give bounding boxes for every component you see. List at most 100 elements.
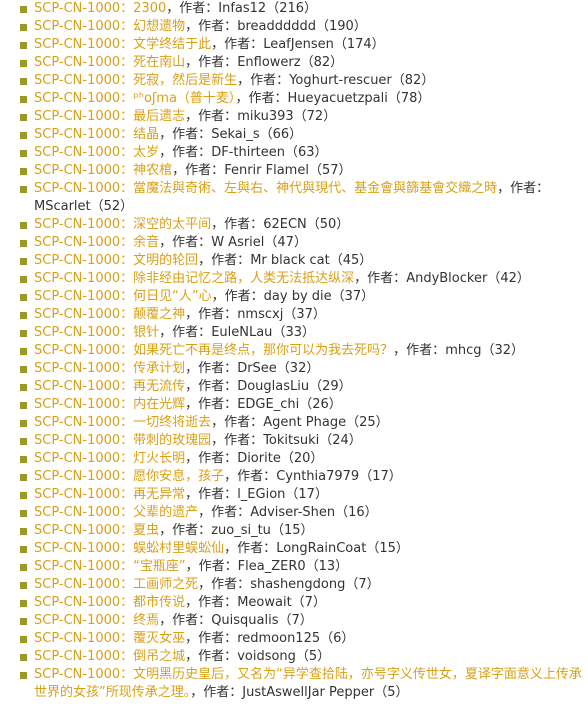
author-name: Meowait xyxy=(237,595,292,610)
author-label: ，作者： xyxy=(211,433,264,448)
article-link[interactable]: SCP-CN-1000：ᵖʰoʃma（普十麦） xyxy=(34,91,235,106)
article-link[interactable]: SCP-CN-1000：倒吊之城 xyxy=(34,649,185,664)
article-link[interactable]: SCP-CN-1000：再无流传 xyxy=(34,379,185,394)
article-link[interactable]: SCP-CN-1000：内在光辉 xyxy=(34,397,185,412)
author-name: EuleNLau xyxy=(211,325,273,340)
list-item: SCP-CN-1000：神农棺，作者：Fenrir Flamel（57） xyxy=(20,162,582,180)
article-link[interactable]: SCP-CN-1000：工画师之死 xyxy=(34,577,198,592)
article-link[interactable]: SCP-CN-1000：余音 xyxy=(34,235,159,250)
bullet-icon xyxy=(20,528,27,535)
author-name: LeafJensen xyxy=(263,37,334,52)
article-title: 如果死亡不再是终点，那你可以为我去死吗？ xyxy=(133,343,394,358)
article-link[interactable]: SCP-CN-1000：文明黑历史皇后，又名为“异学查拾陆，亦号字义传世女，夏译… xyxy=(34,667,582,700)
rating-count: （63） xyxy=(285,145,328,160)
rating-count: （37） xyxy=(331,289,375,304)
article-id: SCP-CN-1000： xyxy=(34,433,134,448)
rating-count: （17） xyxy=(285,487,328,502)
article-title: “宝瓶座” xyxy=(133,559,186,574)
bullet-icon xyxy=(20,132,27,139)
author-label: ，作者： xyxy=(211,37,264,52)
article-link[interactable]: SCP-CN-1000：传承计划 xyxy=(34,361,185,376)
article-link[interactable]: SCP-CN-1000：一切终将逝去 xyxy=(34,415,211,430)
rating-count: （57） xyxy=(308,163,352,178)
bullet-icon xyxy=(20,96,27,103)
article-link[interactable]: SCP-CN-1000：深空的太平间 xyxy=(34,217,211,232)
author-label: ，作者： xyxy=(354,271,407,286)
article-id: SCP-CN-1000： xyxy=(34,631,134,646)
author-label: ，作者： xyxy=(185,397,238,412)
rating-count: （6） xyxy=(320,631,355,646)
author-label: ，作者： xyxy=(185,595,238,610)
bullet-icon xyxy=(20,582,27,589)
article-id: SCP-CN-1000： xyxy=(34,55,134,70)
author-name: LongRainCoat xyxy=(276,541,367,556)
article-title: 颠覆之神 xyxy=(133,307,186,322)
author-label: ，作者： xyxy=(159,325,212,340)
article-link[interactable]: SCP-CN-1000：终焉 xyxy=(34,613,159,628)
bullet-icon xyxy=(20,294,27,301)
article-link[interactable]: SCP-CN-1000：覆灭女巫 xyxy=(34,631,185,646)
list-item: SCP-CN-1000：夏虫，作者：zuo_si_tu（15） xyxy=(20,522,582,540)
article-id: SCP-CN-1000： xyxy=(34,307,134,322)
bullet-icon xyxy=(20,510,27,517)
author-name: Infas12 xyxy=(218,1,267,16)
author-label: ，作者： xyxy=(159,235,212,250)
author-label: ，作者： xyxy=(185,307,238,322)
article-link[interactable]: SCP-CN-1000：带刺的玫瑰园 xyxy=(34,433,211,448)
author-label: ，作者： xyxy=(224,541,277,556)
article-link[interactable]: SCP-CN-1000：愿你安息，孩子 xyxy=(34,469,224,484)
list-item: SCP-CN-1000：死寂，然后是新生，作者：Yoghurt-rescuer（… xyxy=(20,72,582,90)
article-link[interactable]: SCP-CN-1000：2300 xyxy=(34,1,166,16)
article-link[interactable]: SCP-CN-1000：幻想遗物 xyxy=(34,19,185,34)
article-link[interactable]: SCP-CN-1000：父辈的遗产 xyxy=(34,505,198,520)
author-name: Cynthia7979 xyxy=(276,469,360,484)
article-link[interactable]: SCP-CN-1000：何日见“人”心 xyxy=(34,289,212,304)
author-label: ，作者： xyxy=(497,181,550,196)
author-label: ，作者： xyxy=(198,577,251,592)
article-link[interactable]: SCP-CN-1000：文学终结于此 xyxy=(34,37,211,52)
article-link[interactable]: SCP-CN-1000：死寂，然后是新生 xyxy=(34,73,237,88)
author-label: ，作者： xyxy=(198,253,251,268)
article-link[interactable]: SCP-CN-1000：再无异常 xyxy=(34,487,185,502)
bullet-icon xyxy=(20,618,27,625)
article-id: SCP-CN-1000： xyxy=(34,181,134,196)
article-link[interactable]: SCP-CN-1000：如果死亡不再是终点，那你可以为我去死吗？ xyxy=(34,343,393,358)
author-label: ，作者： xyxy=(159,145,212,160)
article-link[interactable]: SCP-CN-1000：太岁 xyxy=(34,145,159,160)
article-link[interactable]: SCP-CN-1000：夏虫 xyxy=(34,523,159,538)
article-title: 蜈蚣村里蜈蚣仙 xyxy=(133,541,225,556)
article-link[interactable]: SCP-CN-1000：除非经由记忆之路，人类无法抵达纵深 xyxy=(34,271,354,286)
article-title: 内在光辉 xyxy=(133,397,186,412)
rating-count: （72） xyxy=(293,109,337,124)
article-link[interactable]: SCP-CN-1000：银针 xyxy=(34,325,159,340)
article-link[interactable]: SCP-CN-1000：神农棺 xyxy=(34,163,172,178)
author-label: ，作者： xyxy=(393,343,446,358)
rating-count: （42） xyxy=(487,271,530,286)
article-title: 余音 xyxy=(133,235,160,250)
article-link[interactable]: SCP-CN-1000：當魔法與奇術、左與右、神代與現代、基金會與篩基會交織之時 xyxy=(34,181,497,196)
bullet-icon xyxy=(20,276,27,283)
author-label: ，作者： xyxy=(185,487,238,502)
author-name: mhcg xyxy=(445,343,482,358)
article-link[interactable]: SCP-CN-1000：颠覆之神 xyxy=(34,307,185,322)
article-link[interactable]: SCP-CN-1000：都市传说 xyxy=(34,595,185,610)
article-link[interactable]: SCP-CN-1000：灯火长明 xyxy=(34,451,185,466)
article-link[interactable]: SCP-CN-1000：最后遗志 xyxy=(34,109,185,124)
article-link[interactable]: SCP-CN-1000：文明的轮回 xyxy=(34,253,198,268)
bullet-icon xyxy=(20,24,27,31)
article-link[interactable]: SCP-CN-1000：“宝瓶座” xyxy=(34,559,186,574)
article-link[interactable]: SCP-CN-1000：死在南山 xyxy=(34,55,185,70)
list-item: SCP-CN-1000：何日见“人”心，作者：day by die（37） xyxy=(20,288,582,306)
author-name: Flea_ZER0 xyxy=(237,559,306,574)
bullet-icon xyxy=(20,168,27,175)
author-name: Fenrir Flamel xyxy=(224,163,309,178)
author-name: JustAswellJar Pepper xyxy=(242,685,375,700)
bullet-icon xyxy=(20,546,27,553)
list-item: SCP-CN-1000：再无异常，作者：l_EGion（17） xyxy=(20,486,582,504)
article-link[interactable]: SCP-CN-1000：结晶 xyxy=(34,127,159,142)
article-id: SCP-CN-1000： xyxy=(34,37,134,52)
author-name: breadddddd xyxy=(237,19,316,34)
author-name: miku393 xyxy=(237,109,294,124)
rating-count: （216） xyxy=(266,1,318,16)
article-link[interactable]: SCP-CN-1000：蜈蚣村里蜈蚣仙 xyxy=(34,541,224,556)
